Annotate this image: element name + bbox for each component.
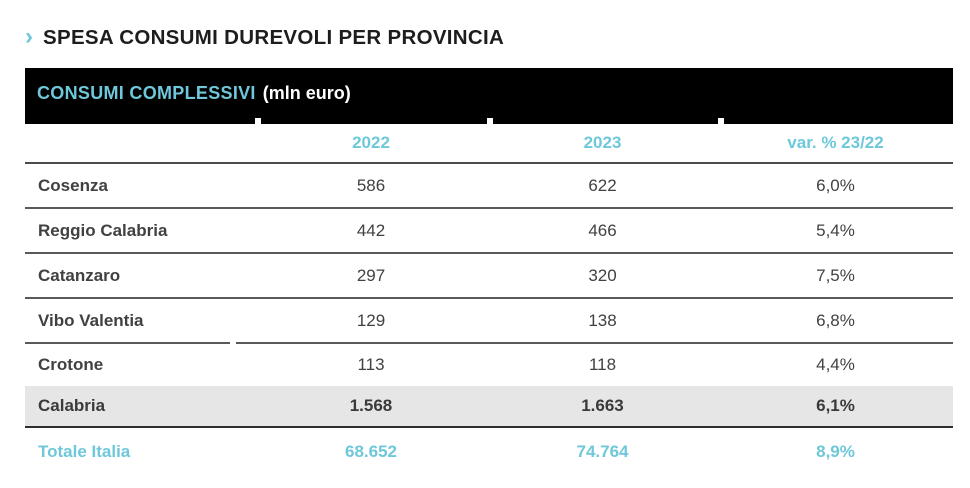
consumi-durevoli-table: CONSUMI COMPLESSIVI (mln euro) 2022 2023… [25, 68, 953, 476]
value-var: 8,9% [816, 442, 855, 461]
value-2022: 297 [356, 265, 386, 285]
value-2022: 586 [356, 175, 386, 195]
value-var: 5,4% [816, 220, 855, 240]
value-2022: 113 [357, 355, 385, 374]
notch-segment [261, 118, 487, 124]
row-label: Cosenza [38, 175, 108, 195]
table-row-calabria-total: Calabria 1.568 1.663 6,1% [25, 386, 953, 428]
value-var: 4,4% [816, 355, 855, 374]
value-var: 6,0% [816, 175, 855, 195]
table-row-catanzaro: Catanzaro 297 320 7,5% [25, 254, 953, 299]
value-2023: 138 [588, 310, 617, 330]
value-2022: 442 [356, 220, 386, 240]
header-bar-notch-strip [25, 118, 953, 124]
table-header-title: CONSUMI COMPLESSIVI [37, 82, 256, 103]
value-var: 7,5% [816, 265, 855, 285]
row-label: Catanzaro [38, 265, 121, 285]
notch-segment [493, 118, 718, 124]
row-label: Crotone [38, 355, 104, 374]
table-row-cosenza: Cosenza 586 622 6,0% [25, 164, 953, 209]
table-header-unit: (mln euro) [262, 82, 351, 103]
value-2022: 68.652 [345, 442, 397, 461]
row-label: Vibo Valentia [38, 310, 144, 330]
highlight-row-column-gap [230, 318, 236, 362]
column-header-2023: 2023 [583, 133, 622, 152]
value-var: 6,8% [816, 310, 855, 330]
notch-segment [25, 118, 255, 124]
value-2023: 320 [588, 265, 617, 285]
notch-segment [724, 118, 953, 124]
table-row-totale-italia: Totale Italia 68.652 74.764 8,9% [25, 428, 953, 476]
value-2023: 466 [588, 220, 617, 240]
table-row-reggio-calabria: Reggio Calabria 442 466 5,4% [25, 209, 953, 254]
table-header-bar: CONSUMI COMPLESSIVI (mln euro) [25, 68, 953, 118]
column-header-var: var. % 23/22 [787, 133, 884, 152]
chevron-right-icon: › [25, 23, 33, 50]
row-label: Totale Italia [38, 442, 131, 461]
table-row-vibo-valentia: Vibo Valentia 129 138 6,8% [25, 299, 953, 344]
value-2023: 1.663 [487, 386, 718, 426]
row-label: Reggio Calabria [38, 220, 168, 240]
page-title: › SPESA CONSUMI DUREVOLI PER PROVINCIA [25, 23, 505, 50]
value-2022: 129 [356, 310, 386, 330]
value-2023: 622 [588, 175, 617, 195]
row-label: Calabria [25, 386, 255, 426]
value-2022: 1.568 [255, 386, 487, 426]
table-row-crotone: Crotone 113 118 4,4% [25, 344, 953, 386]
value-2023: 118 [588, 355, 617, 374]
column-header-2022: 2022 [352, 133, 390, 152]
value-2023: 74.764 [576, 442, 629, 461]
page-title-text: SPESA CONSUMI DUREVOLI PER PROVINCIA [43, 26, 505, 49]
column-header-row: 2022 2023 var. % 23/22 [25, 124, 953, 164]
value-var: 6,1% [718, 386, 953, 426]
